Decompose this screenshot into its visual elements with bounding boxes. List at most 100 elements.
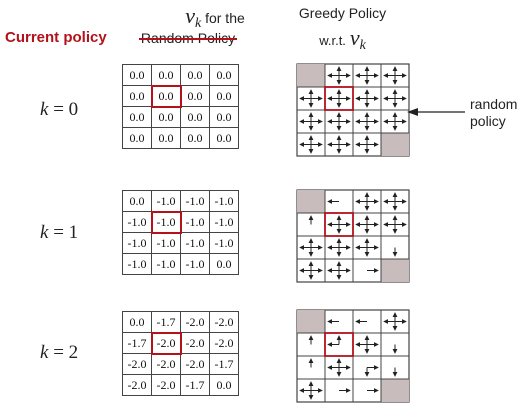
- terminal-cell: [381, 379, 409, 402]
- value-cell: -2.0: [150, 331, 182, 355]
- policy-cell: [355, 192, 379, 211]
- value-row: 0.0 0.0 0.0 0.0: [122, 84, 239, 108]
- value-cell: 0.0: [122, 106, 152, 128]
- value-cell: -1.0: [180, 253, 210, 275]
- value-row: -2.0 -2.0 -2.0 -1.7: [122, 353, 239, 375]
- k-var: k: [40, 222, 49, 243]
- value-cell: -1.7: [151, 311, 181, 333]
- value-row: -1.7 -2.0 -2.0 -2.0: [122, 331, 239, 355]
- policy-cell: [327, 215, 351, 234]
- value-cell: 0.0: [180, 106, 210, 128]
- value-cell: -1.0: [122, 232, 152, 254]
- highlight-cell: [324, 212, 354, 237]
- terminal-cell: [297, 64, 325, 87]
- policy-cell: [383, 89, 407, 108]
- k-label-1: k = 1: [40, 222, 78, 244]
- random-policy-line-2: policy: [470, 113, 506, 129]
- value-cell: -1.7: [122, 332, 152, 354]
- v-symbol: v: [185, 3, 195, 28]
- k-eq: = 1: [53, 222, 79, 243]
- value-cell: -2.0: [209, 332, 239, 354]
- policy-cell: [327, 66, 351, 85]
- k-var: k: [40, 342, 49, 363]
- value-cell: 0.0: [151, 127, 181, 149]
- value-cell: 0.0: [122, 64, 152, 86]
- value-cell: 0.0: [209, 127, 239, 149]
- value-cell: 0.0: [151, 106, 181, 128]
- value-cell: 0.0: [180, 127, 210, 149]
- value-cell: -1.0: [209, 232, 239, 254]
- random-policy-label: random policy: [470, 96, 517, 130]
- value-cell: 0.0: [122, 190, 152, 212]
- value-grid-k1: 0.0 -1.0 -1.0 -1.0 -1.0 -1.0 -1.0 -1.0 -1.0 -1.0-…: [122, 190, 239, 275]
- random-policy-struck-label: Random Policy: [128, 30, 248, 46]
- value-cell: -1.0: [122, 211, 152, 233]
- value-cell: -2.0: [151, 374, 181, 396]
- value-cell: -1.0: [122, 253, 152, 275]
- value-cell: 0.0: [209, 253, 239, 275]
- value-grid-k0: 0.0 0.0 0.0 0.0 0.0 0.0 0.0 0.0 0.0 0.0 0.0 0.0 0.0 0…: [122, 64, 239, 149]
- value-cell: -2.0: [180, 332, 210, 354]
- value-row: -1.0 -1.0 -1.0 -1.0: [122, 210, 239, 234]
- value-cell: 0.0: [122, 85, 152, 107]
- value-cell: 0.0: [122, 127, 152, 149]
- random-policy-arrow: [407, 108, 465, 116]
- value-cell: -1.7: [180, 374, 210, 396]
- k-var: k: [40, 99, 49, 120]
- policy-cell: [327, 358, 351, 377]
- value-cell: -1.7: [209, 353, 239, 375]
- policy-cell: [327, 261, 351, 280]
- policy-cell: [383, 66, 407, 85]
- value-cell: -1.0: [209, 211, 239, 233]
- strike-line: [138, 38, 238, 40]
- greedy-policy-subtitle: w.r.t. vk: [290, 25, 395, 54]
- policy-cell: [327, 238, 351, 257]
- random-policy-line-1: random: [470, 96, 518, 112]
- k-label-2: k = 2: [40, 342, 78, 364]
- policy-cell: [299, 238, 323, 257]
- policy-cell: [327, 89, 351, 108]
- value-cell: 0.0: [180, 64, 210, 86]
- policy-cell: [355, 89, 379, 108]
- terminal-cell: [297, 190, 325, 213]
- highlight-cell: [324, 86, 354, 111]
- value-row: 0.0 0.0 0.0 0.0: [122, 64, 239, 86]
- value-row: 0.0 0.0 0.0 0.0: [122, 127, 239, 149]
- policy-cell: [364, 365, 379, 377]
- policy-cell: [327, 335, 342, 347]
- value-cell: -1.0: [151, 190, 181, 212]
- policy-cell: [355, 66, 379, 85]
- k-subscript: k: [194, 15, 202, 31]
- policy-cell: [383, 215, 407, 234]
- policy-cell: [383, 192, 407, 211]
- policy-cell: [355, 335, 379, 354]
- value-cell: 0.0: [209, 85, 239, 107]
- value-row: 0.0 -1.0 -1.0 -1.0: [122, 190, 239, 212]
- value-grid-k2: 0.0 -1.7 -2.0 -2.0 -1.7 -2.0 -2.0 -2.0 -2.0 -2.0-…: [122, 311, 239, 396]
- terminal-cell: [381, 259, 409, 282]
- value-row: 0.0 -1.7 -2.0 -2.0: [122, 311, 239, 333]
- value-cell: 0.0: [209, 106, 239, 128]
- values-column-title: vk for the: [145, 3, 285, 32]
- policy-cell: [327, 112, 351, 131]
- policy-cell: [355, 215, 379, 234]
- value-row: -2.0 -2.0 -1.7 0.0: [122, 374, 239, 396]
- policy-cell: [355, 112, 379, 131]
- greedy-policy-title: Greedy Policy: [298, 5, 387, 21]
- value-cell: -2.0: [122, 374, 152, 396]
- value-cell: 0.0: [122, 311, 152, 333]
- policy-cell: [383, 112, 407, 131]
- value-cell: -1.0: [180, 232, 210, 254]
- value-cell: -2.0: [180, 311, 210, 333]
- terminal-cell: [381, 133, 409, 156]
- policy-cell: [299, 381, 323, 400]
- value-cell: -2.0: [180, 353, 210, 375]
- policy-cell: [383, 312, 407, 331]
- value-cell: -2.0: [151, 353, 181, 375]
- terminal-cell: [297, 310, 325, 333]
- value-cell: 0.0: [150, 84, 182, 108]
- value-cell: 0.0: [209, 64, 239, 86]
- policy-cell: [299, 89, 323, 108]
- policy-cell: [327, 135, 351, 154]
- value-cell: -1.0: [150, 210, 182, 234]
